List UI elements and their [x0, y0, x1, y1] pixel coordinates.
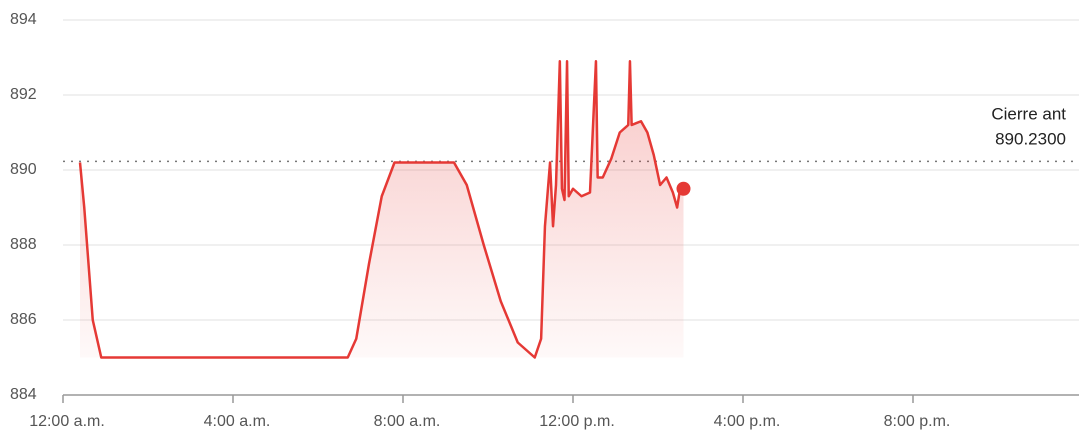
last-point	[676, 181, 691, 196]
y-tick-label: 884	[10, 386, 37, 403]
y-tick-label: 886	[10, 311, 37, 328]
price-line	[78, 60, 684, 359]
area	[80, 61, 684, 358]
y-tick-label: 894	[10, 11, 37, 28]
x-tick-label: 4:00 a.m.	[204, 413, 271, 430]
reference-value: 890.2300	[995, 129, 1066, 148]
x-tick-label: 12:00 p.m.	[539, 413, 615, 430]
x-tick-label: 8:00 p.m.	[884, 413, 951, 430]
x-tick-label: 8:00 a.m.	[374, 413, 441, 430]
y-tick-label: 892	[10, 86, 37, 103]
x-tick-label: 12:00 a.m.	[29, 413, 105, 430]
x-tick-label: 4:00 p.m.	[714, 413, 781, 430]
y-tick-label: 890	[10, 161, 37, 178]
reference-name: Cierre ant	[991, 104, 1066, 123]
y-tick-label: 888	[10, 236, 37, 253]
